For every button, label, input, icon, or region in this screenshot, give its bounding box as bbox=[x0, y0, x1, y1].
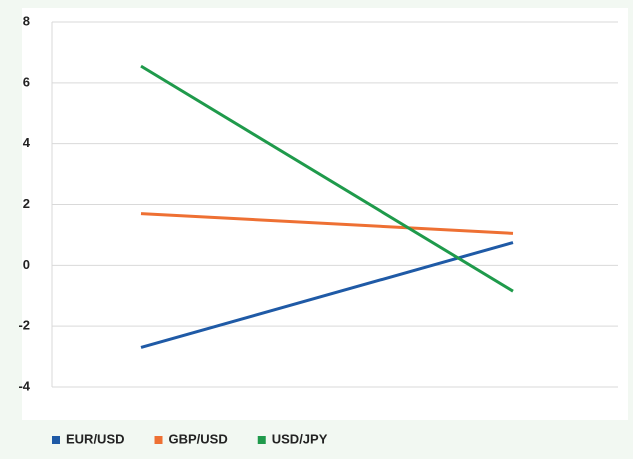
y-tick-label: 4 bbox=[23, 135, 31, 150]
legend-swatch bbox=[257, 436, 266, 444]
series-line bbox=[140, 241, 514, 349]
legend-label: GBP/USD bbox=[169, 431, 228, 446]
series-line bbox=[140, 64, 514, 293]
y-tick-label: 8 bbox=[23, 13, 30, 28]
legend-label: USD/JPY bbox=[272, 431, 328, 446]
legend-swatch bbox=[52, 436, 60, 444]
y-tick-label: -4 bbox=[18, 378, 30, 393]
y-tick-label: 2 bbox=[23, 196, 30, 211]
legend-swatch bbox=[154, 436, 163, 444]
plot-area bbox=[22, 8, 628, 420]
series-line bbox=[140, 212, 514, 235]
y-tick-label: -2 bbox=[18, 318, 30, 333]
y-tick-label: 0 bbox=[23, 257, 30, 272]
legend-label: EUR/USD bbox=[66, 431, 125, 446]
y-tick-label: 6 bbox=[23, 74, 30, 89]
